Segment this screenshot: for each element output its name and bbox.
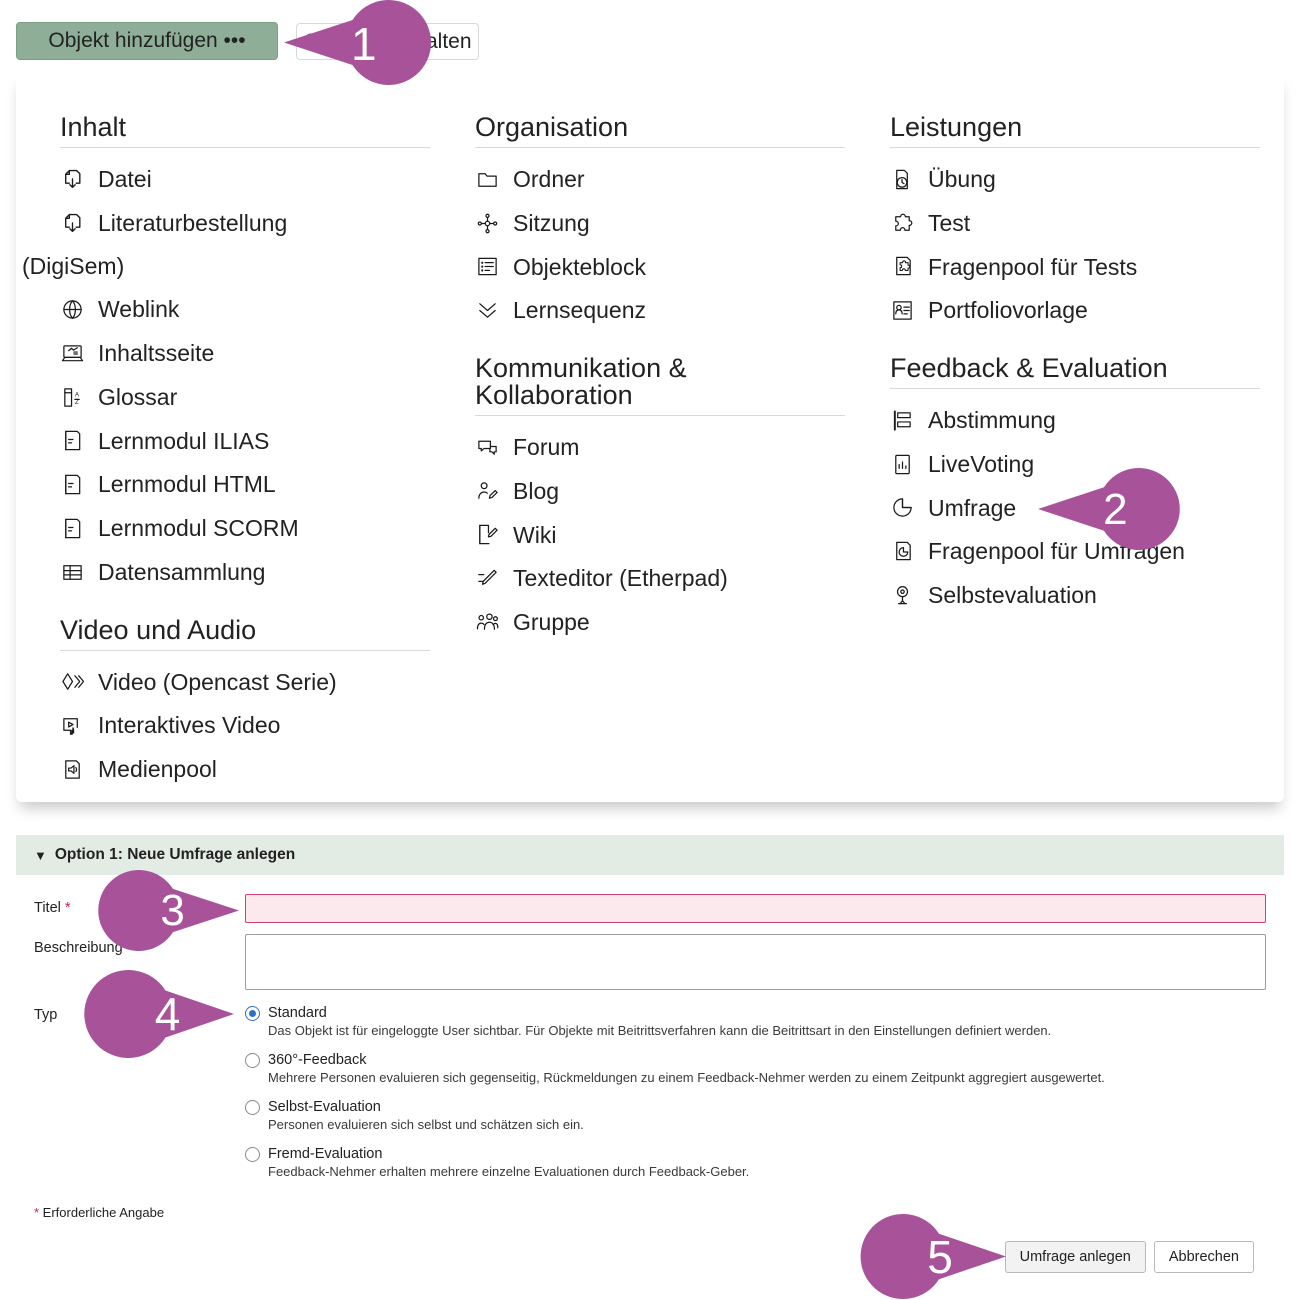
svg-text:A: A	[74, 391, 79, 398]
svg-text:Z: Z	[74, 399, 78, 406]
